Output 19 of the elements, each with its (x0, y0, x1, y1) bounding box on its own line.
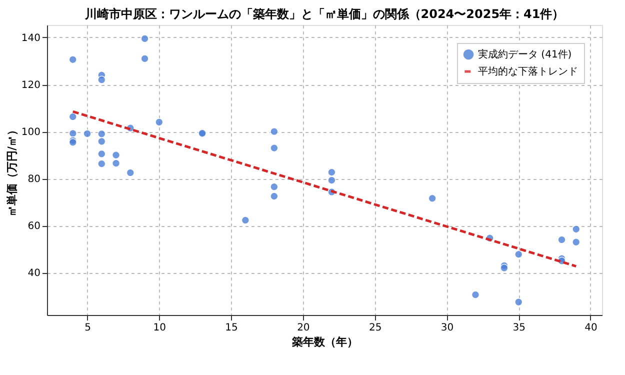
y-tick-label: 120 (21, 80, 40, 92)
x-axis-title: 築年数（年） (291, 336, 358, 348)
y-tick-label: 100 (21, 127, 40, 138)
x-tick-label: 30 (440, 322, 454, 334)
x-tick-label: 20 (297, 322, 310, 334)
x-tick-label: 5 (84, 322, 91, 334)
x-tick-label: 35 (512, 322, 526, 334)
x-tick-label: 15 (225, 322, 238, 334)
x-tick-label: 40 (584, 322, 598, 334)
x-tick-label: 25 (368, 322, 382, 334)
chart-title: 川崎市中原区：ワンルームの「築年数」と「㎡単価」の関係（2024〜2025年：41件） (84, 7, 564, 21)
y-axis-title: ㎡単価（万円/㎡） (5, 124, 18, 217)
y-tick-label: 80 (28, 174, 40, 186)
x-tick-label: 10 (153, 322, 166, 334)
legend-label: 平均的な下落トレンド (478, 66, 578, 78)
legend-label: 実成約データ (41件) (478, 48, 572, 60)
y-tick-label: 60 (28, 221, 40, 232)
y-tick-label: 40 (28, 268, 40, 280)
y-tick-label: 140 (21, 32, 40, 44)
